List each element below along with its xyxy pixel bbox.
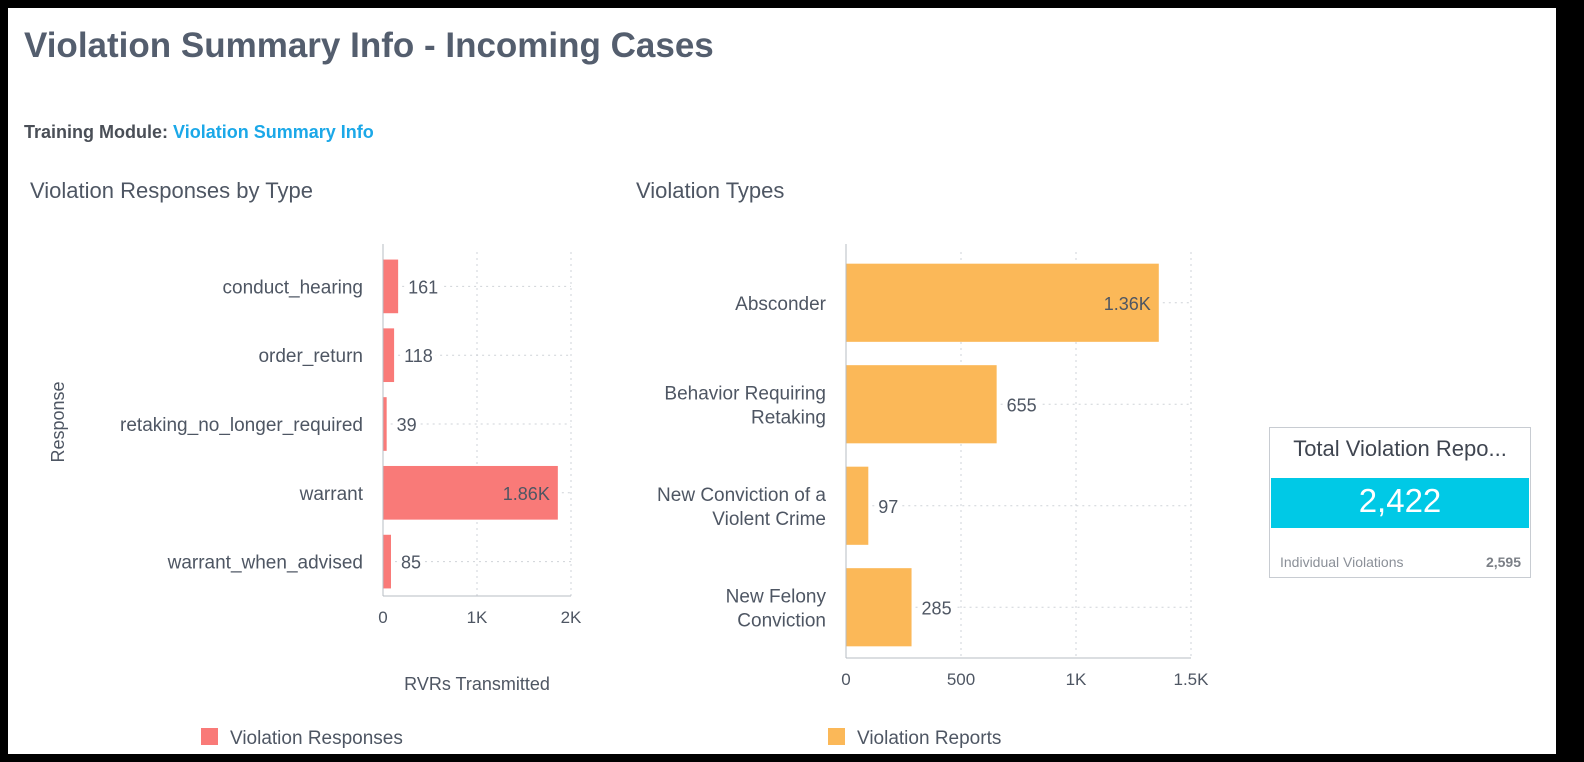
x-tick-label: 1K (467, 608, 488, 627)
training-module-link[interactable]: Violation Summary Info (173, 122, 374, 142)
category-label: New Conviction of a (657, 485, 826, 506)
x-tick-label: 0 (841, 670, 850, 689)
category-label: Conviction (737, 610, 826, 631)
page-title: Violation Summary Info - Incoming Cases (24, 26, 714, 65)
category-label: order_return (258, 346, 363, 367)
legend-swatch (201, 728, 218, 745)
right-chart-title: Violation Types (636, 178, 785, 203)
legend-label: Violation Responses (230, 728, 403, 749)
kpi-title: Total Violation Repo... (1293, 436, 1507, 461)
data-label: 655 (1007, 395, 1037, 415)
data-label: 1.36K (1104, 294, 1151, 314)
kpi-footer-value: 2,595 (1485, 554, 1521, 570)
data-label-background (918, 597, 955, 620)
data-label-background (875, 495, 902, 518)
data-label-background (401, 345, 436, 368)
y-axis-title: Response (48, 381, 68, 462)
bar (846, 263, 1159, 342)
data-label-background (393, 414, 420, 436)
data-label-background (405, 276, 442, 299)
category-label: retaking_no_longer_required (120, 415, 363, 436)
kpi-footer-label: Individual Violations (1280, 554, 1404, 570)
category-label: Absconder (735, 294, 827, 315)
training-module-line: Training Module: Violation Summary Info (24, 122, 374, 143)
data-label: 161 (408, 277, 438, 297)
data-label-background (397, 551, 425, 574)
category-label: Retaking (751, 407, 826, 428)
bar (383, 534, 391, 589)
data-label: 97 (878, 497, 898, 517)
violation-types-chart: Absconder 1.36K Behavior Requiring Retaking… (657, 244, 1210, 749)
category-label: warrant (299, 484, 364, 505)
category-label: warrant_when_advised (167, 553, 363, 574)
category-label: Violent Crime (712, 509, 826, 530)
data-label: 85 (401, 553, 421, 573)
category-label: New Felony (726, 586, 827, 607)
data-label-background (1003, 394, 1040, 417)
category-label: Behavior Requiring (664, 383, 826, 404)
x-tick-label: 1.5K (1174, 670, 1210, 689)
kpi-value-band: 2,422 (1271, 478, 1529, 528)
kpi-value: 2,422 (1358, 482, 1442, 519)
data-label: 39 (397, 415, 417, 435)
x-axis-title: RVRs Transmitted (404, 674, 550, 694)
bar (383, 328, 395, 383)
data-label: 118 (404, 346, 433, 366)
training-module-label: Training Module: (24, 122, 168, 142)
x-tick-label: 0 (378, 608, 387, 627)
bar (846, 365, 997, 444)
data-label: 285 (922, 598, 952, 618)
bar (846, 568, 912, 647)
total-violation-reports-kpi[interactable]: Total Violation Repo... 2,422 Individual… (1269, 427, 1531, 578)
category-label: conduct_hearing (223, 277, 364, 298)
left-chart-title: Violation Responses by Type (30, 178, 313, 203)
legend-swatch (828, 728, 845, 745)
x-tick-label: 500 (947, 670, 975, 689)
legend-label: Violation Reports (857, 728, 1001, 749)
dashboard-frame: Violation Summary Info - Incoming Cases … (8, 8, 1556, 754)
data-label: 1.86K (503, 484, 550, 504)
x-tick-label: 2K (561, 608, 582, 627)
bar (383, 259, 399, 314)
violation-responses-chart: conduct_hearing 161 order_return 118 retakin… (48, 244, 582, 749)
bar (383, 397, 387, 451)
x-tick-label: 1K (1066, 670, 1087, 689)
bar (383, 465, 558, 520)
bar (846, 466, 869, 545)
